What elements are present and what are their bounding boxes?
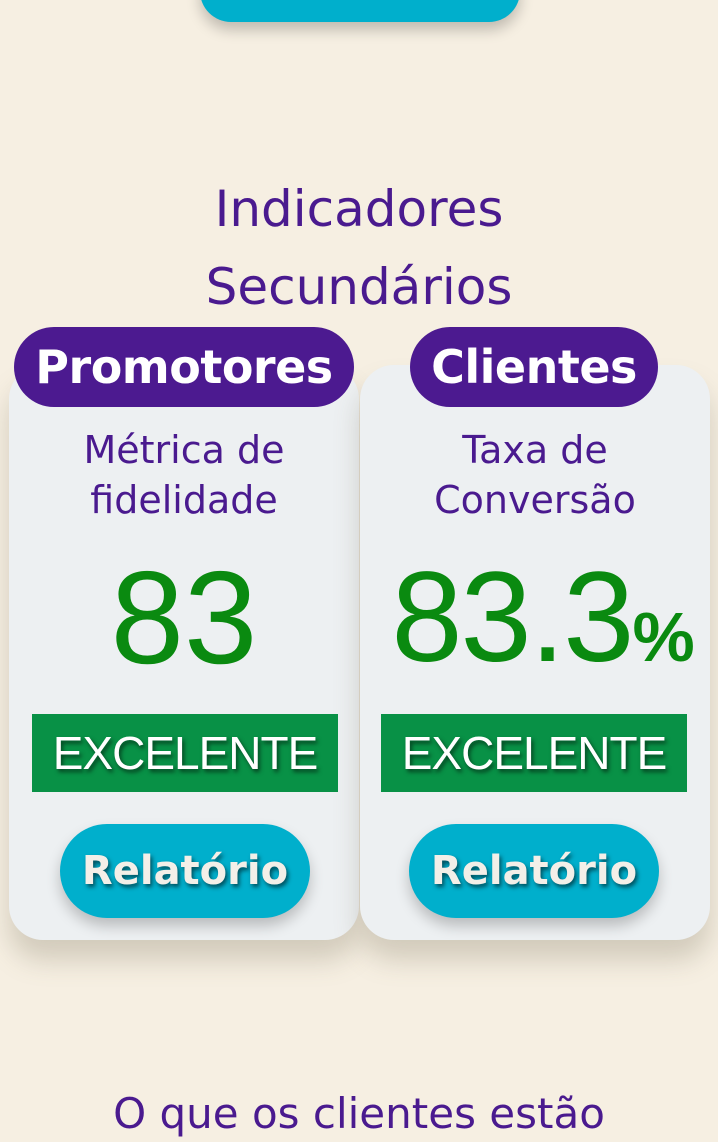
clients-value-unit: % <box>632 598 695 676</box>
clients-status-badge: EXCELENTE <box>381 714 687 792</box>
clients-metric-label-line-2: Conversão <box>434 478 636 522</box>
clients-metric-label-line-1: Taxa de <box>462 428 608 472</box>
clients-metric-label: Taxa de Conversão <box>360 425 710 525</box>
promoters-metric-label-line-2: fidelidade <box>90 478 278 522</box>
promoters-status-badge: EXCELENTE <box>32 714 338 792</box>
top-action-button[interactable] <box>200 0 520 22</box>
promoters-metric-label-line-1: Métrica de <box>83 428 285 472</box>
section-title: Indicadores Secundários <box>0 170 718 326</box>
promoters-metric-value: 83 <box>9 548 359 688</box>
promoters-pill: Promotores <box>14 327 354 407</box>
clients-metric-value: 83.3% <box>378 548 708 688</box>
clients-value-number: 83.3 <box>391 546 634 689</box>
section-title-line-2: Secundários <box>205 257 513 316</box>
clients-pill: Clientes <box>410 327 658 407</box>
section-title-line-1: Indicadores <box>214 179 504 238</box>
promoters-report-button[interactable]: Relatório <box>60 824 310 918</box>
promoters-value-number: 83 <box>110 544 258 691</box>
promoters-metric-label: Métrica de fidelidade <box>9 425 359 525</box>
testimonials-heading: O que os clientes estão <box>113 1089 605 1138</box>
clients-report-button[interactable]: Relatório <box>409 824 659 918</box>
